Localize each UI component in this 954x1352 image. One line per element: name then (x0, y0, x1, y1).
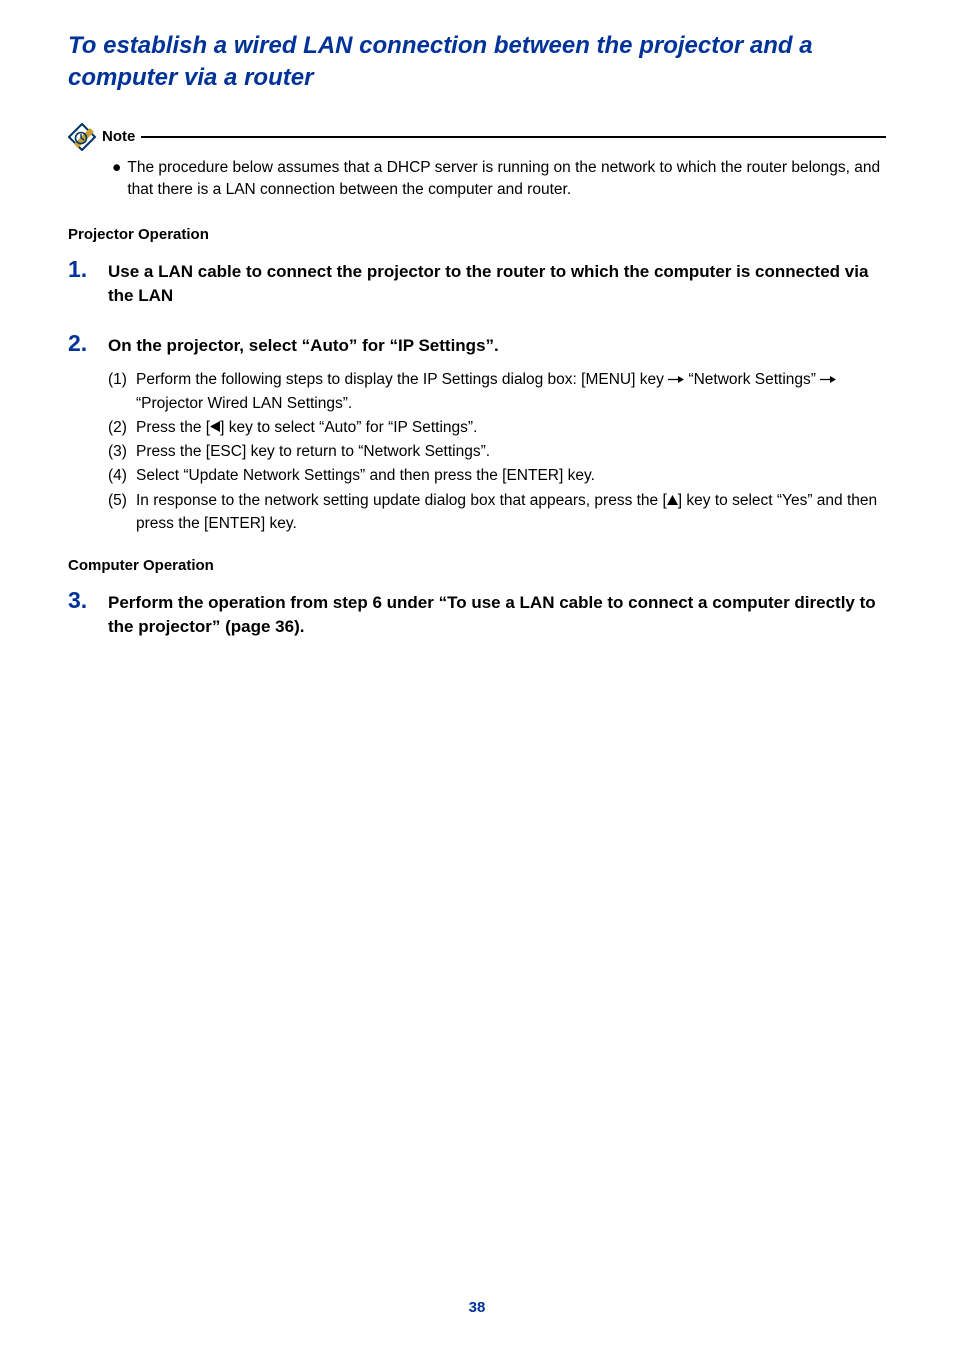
substep-part: ] key to select “Auto” for “IP Settings”… (220, 419, 477, 436)
substep-number: (3) (108, 440, 136, 463)
section-label-projector: Projector Operation (68, 226, 886, 243)
substep-text: In response to the network setting updat… (136, 489, 886, 536)
triangle-up-icon (667, 489, 678, 512)
substep-text: Perform the following steps to display t… (136, 368, 886, 415)
step-3: 3. Perform the operation from step 6 und… (68, 588, 886, 639)
substep-part: “Projector Wired LAN Settings”. (136, 395, 352, 412)
page-number: 38 (0, 1299, 954, 1316)
page-title: To establish a wired LAN connection betw… (68, 30, 886, 95)
substep-part: Press the [ (136, 419, 210, 436)
substep-number: (2) (108, 416, 136, 439)
substep-text: Press the [ ] key to select “Auto” for “I… (136, 416, 886, 439)
substep-part: Perform the following steps to display t… (136, 371, 668, 388)
step-number: 3. (68, 588, 98, 613)
substep-text: Select “Update Network Settings” and the… (136, 464, 886, 487)
note-text: The procedure below assumes that a DHCP … (127, 157, 886, 202)
note-divider-line (141, 136, 886, 138)
arrow-right-icon (820, 368, 836, 391)
substep-3: (3) Press the [ESC] key to return to “Ne… (108, 440, 886, 463)
substep-part: In response to the network setting updat… (136, 492, 667, 509)
step-2-substeps: (1) Perform the following steps to displ… (68, 368, 886, 535)
bullet-dot: ● (112, 157, 121, 202)
substep-number: (1) (108, 368, 136, 415)
substep-1: (1) Perform the following steps to displ… (108, 368, 886, 415)
note-icon (68, 123, 96, 151)
step-1: 1. Use a LAN cable to connect the projec… (68, 257, 886, 308)
step-title: Perform the operation from step 6 under … (108, 588, 886, 639)
triangle-left-icon (210, 416, 220, 439)
substep-5: (5) In response to the network setting u… (108, 489, 886, 536)
section-label-computer: Computer Operation (68, 557, 886, 574)
step-number: 2. (68, 331, 98, 356)
step-title: On the projector, select “Auto” for “IP … (108, 331, 499, 358)
substep-2: (2) Press the [ ] key to select “Auto” fo… (108, 416, 886, 439)
substep-number: (4) (108, 464, 136, 487)
step-number: 1. (68, 257, 98, 282)
step-2: 2. On the projector, select “Auto” for “… (68, 331, 886, 358)
note-block: Note ● The procedure below assumes that … (68, 123, 886, 202)
note-header: Note (68, 123, 886, 151)
step-title: Use a LAN cable to connect the projector… (108, 257, 886, 308)
arrow-right-icon (668, 368, 684, 391)
note-label: Note (102, 128, 135, 145)
substep-part: “Network Settings” (684, 371, 820, 388)
note-body: ● The procedure below assumes that a DHC… (68, 157, 886, 202)
substep-number: (5) (108, 489, 136, 536)
substep-4: (4) Select “Update Network Settings” and… (108, 464, 886, 487)
note-bullet: ● The procedure below assumes that a DHC… (112, 157, 886, 202)
substep-text: Press the [ESC] key to return to “Networ… (136, 440, 886, 463)
